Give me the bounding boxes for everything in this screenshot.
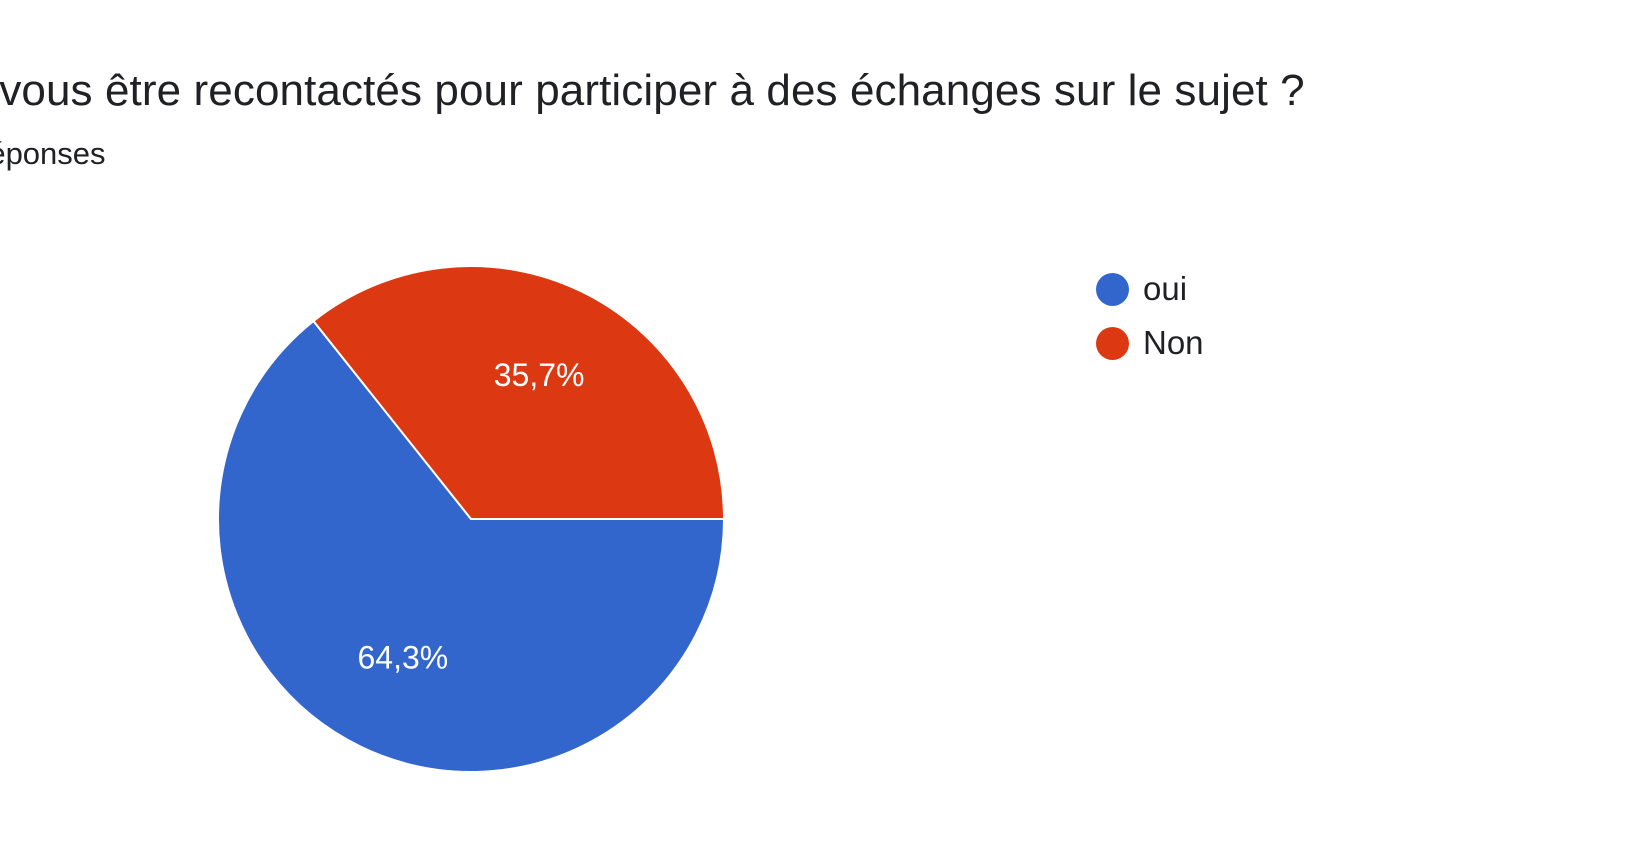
response-count: réponses [0,136,106,171]
legend-label: oui [1143,270,1188,307]
legend-item-oui: oui [1096,262,1204,316]
legend-swatch [1096,326,1129,360]
chart-legend: oui Non [1096,262,1204,370]
pie-slice-non [312,265,726,520]
pie-slice-labels: 64,3% 35,7% [358,357,585,676]
legend-swatch [1096,272,1129,306]
slice-label-non: 35,7% [494,357,585,393]
pie-slices [217,265,726,773]
legend-label: Non [1143,324,1204,361]
legend-item-non: Non [1096,316,1204,370]
slice-label-oui: 64,3% [358,640,449,676]
pie-slice-oui [217,319,726,773]
question-title: tez vous être recontactés pour participe… [0,66,1305,115]
